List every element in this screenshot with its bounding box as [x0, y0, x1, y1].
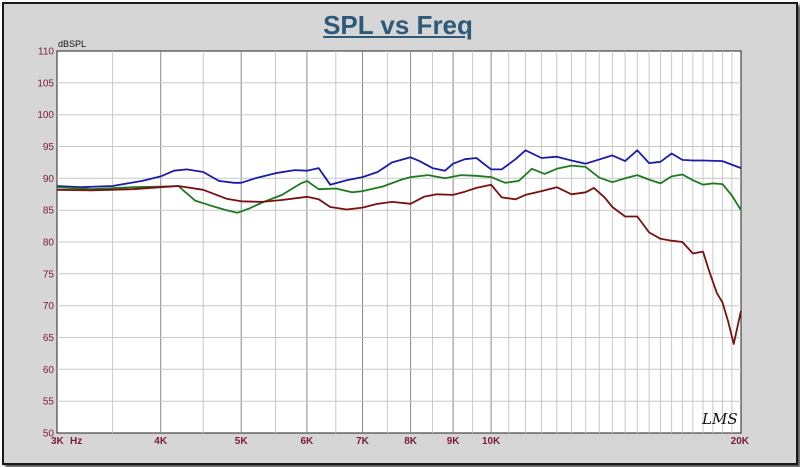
y-tick-label: 55 — [43, 397, 55, 408]
y-tick-label: 75 — [43, 269, 55, 280]
y-tick-label: 100 — [37, 110, 54, 121]
y-tick-label: 105 — [37, 78, 54, 89]
series-line-1 — [56, 149, 742, 189]
x-tick-label: 20K — [731, 436, 750, 447]
series-line-3 — [56, 183, 742, 345]
y-tick-label: 60 — [43, 365, 55, 376]
chart-title: SPL vs Freq — [323, 10, 473, 40]
x-tick-label: 7K — [356, 436, 370, 447]
series-line-2 — [56, 164, 742, 214]
x-tick-label: 9K — [447, 436, 461, 447]
y-tick-label: 70 — [43, 301, 55, 312]
x-axis-unit: Hz — [70, 436, 82, 447]
series-lines — [56, 149, 742, 345]
x-tick-label: 4K — [154, 436, 168, 447]
y-tick-label: 90 — [43, 174, 55, 185]
x-tick-label: 10K — [482, 436, 501, 447]
y-tick-label: 85 — [43, 206, 55, 217]
x-tick-label: 6K — [301, 436, 315, 447]
y-tick-label: 80 — [43, 238, 55, 249]
x-tick-labels: 3K 4K 5K 6K 7K 8K 9K 10K 20K — [51, 436, 750, 447]
lms-watermark-logo: LMS — [701, 410, 738, 428]
y-tick-labels: 50 55 60 65 70 75 80 85 90 95 100 105 110 — [37, 47, 54, 440]
x-tick-label: 8K — [404, 436, 418, 447]
y-tick-label: 50 — [43, 429, 55, 440]
y-tick-label: 110 — [38, 47, 54, 58]
x-tick-label: 5K — [235, 436, 249, 447]
x-tick-label: 3K — [51, 436, 65, 447]
y-tick-label: 65 — [43, 333, 55, 344]
grid-lines — [57, 51, 741, 433]
y-tick-label: 95 — [43, 142, 55, 153]
y-axis-label: dBSPL — [58, 39, 86, 49]
